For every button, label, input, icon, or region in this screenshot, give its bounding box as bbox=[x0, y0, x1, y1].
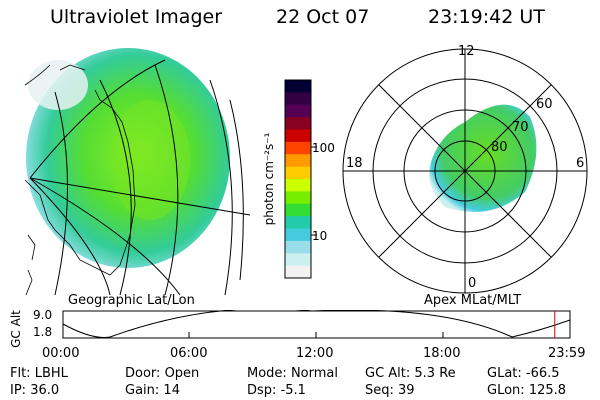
colorbar-stripe bbox=[285, 216, 311, 229]
mlat-label-70: 70 bbox=[512, 120, 529, 135]
colorbar-tick-10: 10 bbox=[312, 229, 328, 243]
coastline bbox=[24, 64, 136, 295]
date-label: 22 Oct 07 bbox=[276, 6, 370, 28]
status-gc-alt: GC Alt: 5.3 Re bbox=[365, 366, 456, 381]
polar-image-panel bbox=[342, 48, 588, 294]
colorbar-stripe bbox=[285, 228, 311, 242]
colorbar-gradient bbox=[285, 80, 311, 279]
mlt-label-0: 0 bbox=[468, 276, 477, 291]
altitude-xtick-1200: 12:00 bbox=[296, 346, 334, 361]
colorbar-stripe bbox=[285, 265, 311, 279]
colorbar-stripe bbox=[285, 141, 311, 155]
status-ip: IP: 36.0 bbox=[10, 383, 60, 398]
lat-lon-grid bbox=[29, 59, 251, 295]
colorbar-stripe bbox=[285, 203, 311, 217]
auroral-oval-polar bbox=[429, 104, 537, 212]
time-label: 23:19:42 UT bbox=[428, 6, 545, 28]
status-mode: Mode: Normal bbox=[247, 366, 338, 381]
altitude-xtick-1800: 18:00 bbox=[423, 346, 461, 361]
instrument-title: Ultraviolet Imager bbox=[50, 6, 223, 28]
colorbar-stripe bbox=[285, 80, 311, 93]
mlat-label-60: 60 bbox=[536, 97, 553, 112]
status-seq: Seq: 39 bbox=[365, 383, 415, 398]
colorbar-unit-label: photon cm⁻²s⁻¹ bbox=[262, 132, 276, 225]
colorbar-stripe bbox=[285, 92, 311, 106]
altitude-ylabel: GC Alt bbox=[9, 310, 23, 348]
status-gain: Gain: 14 bbox=[125, 383, 180, 398]
colorbar-stripe bbox=[285, 129, 311, 143]
polar-grid bbox=[342, 48, 588, 294]
geographic-panel-label: Geographic Lat/Lon bbox=[68, 293, 195, 308]
altitude-xtick-0000: 00:00 bbox=[42, 346, 80, 361]
mlt-label-6: 6 bbox=[576, 156, 585, 171]
colorbar: photon cm⁻²s⁻¹ bbox=[262, 79, 317, 279]
mlat-label-80: 80 bbox=[491, 140, 508, 155]
altitude-plot bbox=[62, 310, 571, 339]
colorbar-stripe bbox=[285, 253, 311, 267]
mlt-label-18: 18 bbox=[346, 156, 363, 171]
colorbar-stripe bbox=[285, 117, 311, 130]
altitude-xtick-0600: 06:00 bbox=[170, 346, 208, 361]
colorbar-stripe bbox=[285, 166, 311, 180]
colorbar-stripe bbox=[285, 154, 311, 168]
colorbar-stripe bbox=[285, 191, 311, 205]
colorbar-stripe bbox=[285, 104, 311, 118]
status-dsp: Dsp: -5.1 bbox=[247, 383, 306, 398]
status-door: Door: Open bbox=[125, 366, 200, 381]
polar-panel-label: Apex MLat/MLT bbox=[424, 293, 522, 308]
altitude-xtick-2359: 23:59 bbox=[548, 346, 586, 361]
colorbar-stripe bbox=[285, 240, 311, 254]
mlt-label-12: 12 bbox=[458, 44, 475, 59]
geographic-image-panel bbox=[24, 48, 251, 295]
status-flt: Flt: LBHL bbox=[10, 366, 68, 381]
altitude-ytick-max: 9.0 bbox=[33, 308, 53, 322]
altitude-ytick-min: 1.8 bbox=[33, 325, 53, 339]
altitude-trace bbox=[62, 310, 571, 338]
status-glat: GLat: -66.5 bbox=[487, 366, 560, 381]
colorbar-stripe bbox=[285, 179, 311, 192]
status-glon: GLon: 125.8 bbox=[487, 383, 567, 398]
colorbar-tick-100: 100 bbox=[312, 141, 335, 155]
